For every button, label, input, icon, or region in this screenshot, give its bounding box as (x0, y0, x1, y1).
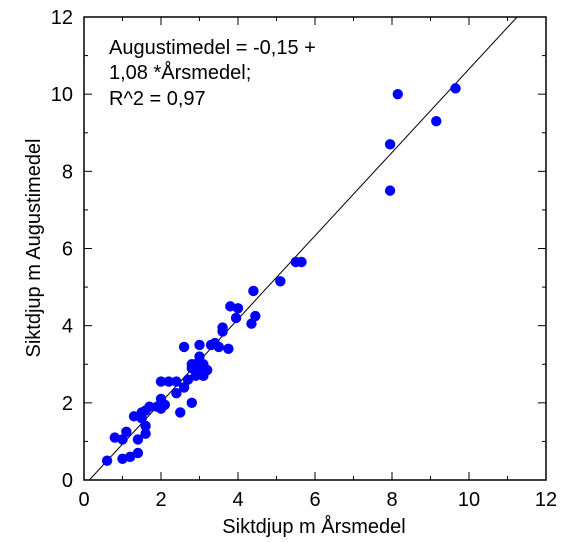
data-point (182, 374, 194, 385)
x-tick-label: 0 (78, 489, 89, 511)
data-points (101, 83, 461, 466)
x-tick-label: 2 (155, 489, 166, 511)
data-point (275, 276, 286, 287)
data-point (132, 447, 144, 459)
annotation-line-1: Augustimedel = -0,15 + (109, 37, 316, 59)
data-point (384, 139, 396, 150)
data-point (384, 185, 396, 196)
x-tick-label: 8 (386, 489, 397, 511)
y-tick-label: 2 (62, 393, 73, 415)
data-point (155, 376, 167, 387)
data-point (178, 341, 190, 353)
data-point (431, 115, 442, 127)
data-point (450, 83, 461, 94)
data-point (144, 401, 155, 412)
data-point (125, 451, 136, 463)
y-tick-label: 12 (51, 7, 73, 29)
data-point (140, 428, 151, 439)
data-point (246, 318, 257, 329)
data-point (194, 339, 205, 351)
annotation-line-2: 1,08 *Årsmedel; (109, 61, 251, 84)
y-tick-label: 0 (62, 470, 73, 492)
data-point (171, 387, 182, 399)
data-point (140, 420, 151, 432)
data-point (213, 341, 224, 353)
data-point (230, 312, 242, 324)
data-point (101, 455, 113, 466)
x-tick-label: 4 (232, 489, 243, 511)
data-point (202, 364, 213, 376)
y-tick-labels: 0 2 4 6 8 10 12 (51, 7, 73, 492)
data-point (296, 256, 307, 268)
data-point (223, 343, 234, 355)
data-point (132, 434, 144, 445)
x-tick-label: 6 (309, 489, 320, 511)
data-point (217, 326, 228, 337)
data-point (163, 376, 174, 387)
data-point (171, 376, 182, 387)
x-tick-label: 10 (458, 489, 480, 511)
annotation-line-3: R^2 = 0,97 (109, 88, 206, 110)
y-tick-label: 6 (62, 239, 73, 261)
data-point (186, 397, 197, 409)
y-tick-label: 10 (51, 84, 73, 106)
x-tick-labels: 0 2 4 6 8 10 12 (78, 489, 557, 511)
data-point (117, 434, 128, 445)
data-point (178, 382, 190, 393)
data-point (248, 285, 259, 297)
y-axis-label: Siktdjup m Augustimedel (23, 138, 45, 357)
data-point (194, 351, 205, 362)
data-point (175, 407, 186, 418)
y-tick-label: 4 (62, 316, 73, 338)
x-axis-label: Siktdjup m Årsmedel (222, 515, 405, 538)
y-tick-label: 8 (62, 161, 73, 183)
data-point (232, 303, 244, 314)
data-point (121, 426, 132, 437)
x-tick-label: 12 (535, 489, 557, 511)
data-point (392, 88, 403, 100)
data-point (159, 399, 171, 410)
data-point (250, 310, 261, 322)
data-point (190, 359, 201, 370)
axis-ticks (83, 16, 547, 481)
